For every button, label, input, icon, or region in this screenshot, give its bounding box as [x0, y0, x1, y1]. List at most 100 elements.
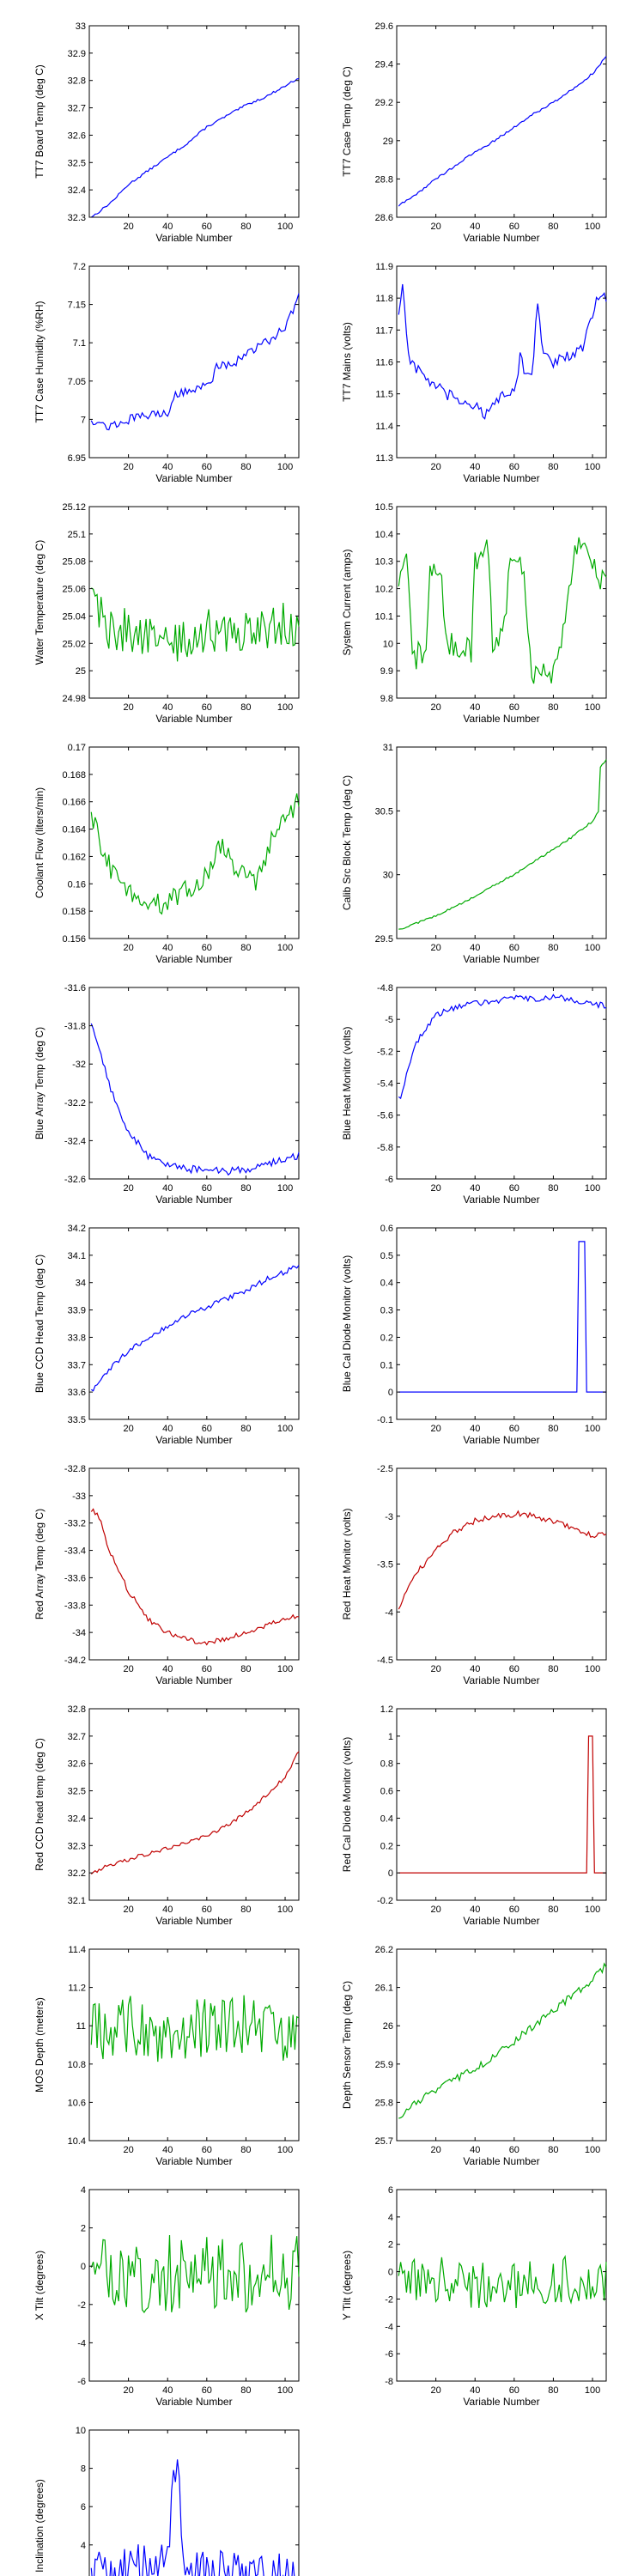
plot-frame	[396, 746, 607, 939]
y-tick-label: 0.3	[380, 1306, 393, 1316]
x-tick-label: 40	[162, 1183, 173, 1194]
y-tick-label: 0.4	[380, 1279, 393, 1289]
y-tick-label: -5.8	[377, 1143, 393, 1153]
series-line	[398, 537, 607, 684]
chart-blue-cal-diode-monitor: 20 40 60 80 100 -0.1 0 0.1 0.2 0.3 0.4 0.5 0.6 Variab…	[341, 1224, 607, 1446]
y-tick-label: -33.4	[64, 1546, 86, 1557]
chart-x-tilt: 20 40 60 80 100 -6 -4 -2 0 2 4 Variable Number X Til…	[33, 2185, 300, 2408]
x-tick-label: 60	[202, 462, 212, 472]
y-axis-label: Red Heat Monitor (volts)	[341, 1508, 353, 1619]
plot-frame	[396, 1467, 607, 1661]
x-tick-label: 40	[470, 2385, 480, 2396]
y-tick-label: 32.9	[68, 49, 86, 59]
x-tick-label: 40	[162, 1424, 173, 1434]
y-axis-label: Blue CCD Head Temp (deg C)	[33, 1255, 46, 1393]
x-tick-label: 60	[202, 2385, 212, 2396]
x-axis-label: Variable Number	[155, 713, 232, 725]
y-axis-label: System Current (amps)	[341, 549, 353, 655]
y-tick-label: -3.5	[377, 1560, 393, 1571]
plot-frame	[88, 1948, 300, 2142]
x-tick-label: 60	[202, 1664, 212, 1674]
y-tick-label: 32.1	[68, 1896, 86, 1906]
x-axis-label: Variable Number	[463, 1915, 539, 1927]
y-tick-label: 32.5	[68, 1787, 86, 1797]
plot-frame	[88, 1227, 300, 1420]
y-tick-label: -34	[72, 1628, 86, 1638]
y-tick-label: 26.1	[375, 1984, 393, 1994]
y-tick-label: 0.168	[62, 770, 86, 781]
y-tick-label: -0.1	[377, 1415, 393, 1425]
y-tick-label: 25.1	[68, 530, 86, 540]
y-tick-label: 6.95	[68, 453, 86, 464]
y-tick-label: 11.5	[375, 390, 393, 400]
x-tick-label: 40	[470, 1183, 480, 1194]
series-line	[90, 1023, 300, 1176]
y-tick-label: 0.6	[380, 1787, 393, 1797]
chart-calib-src-block-temp: 20 40 60 80 100 29.5 30 30.5 31 Variable Number Ca…	[341, 743, 607, 965]
x-tick-label: 60	[202, 1183, 212, 1194]
x-tick-label: 60	[202, 702, 212, 713]
y-tick-label: 26.2	[375, 1945, 393, 1955]
x-axis-label: Variable Number	[155, 2155, 232, 2167]
x-tick-label: 20	[430, 1905, 440, 1915]
y-axis-label: Water Temperature (deg C)	[33, 540, 46, 665]
chart-system-current: 20 40 60 80 100 9.8 9.9 10 10.1 10.2 10.3 10.4 10.5 V…	[341, 502, 607, 725]
y-tick-label: 0.6	[380, 1224, 393, 1234]
y-axis-label: Blue Cal Diode Monitor (volts)	[341, 1255, 353, 1392]
x-axis-label: Variable Number	[155, 1915, 232, 1927]
x-axis-label: Variable Number	[463, 1674, 539, 1686]
x-tick-label: 80	[548, 943, 558, 953]
x-tick-label: 80	[240, 2385, 251, 2396]
plot-frame	[396, 1948, 607, 2142]
x-tick-label: 40	[162, 1664, 173, 1674]
y-tick-label: 11.9	[375, 262, 393, 272]
y-tick-label: 6	[81, 2502, 86, 2512]
y-tick-label: 0.2	[380, 1841, 393, 1851]
y-tick-label: 32.4	[68, 185, 86, 196]
series-line	[398, 1510, 607, 1610]
x-tick-label: 40	[470, 222, 480, 232]
y-tick-label: -34.2	[64, 1656, 86, 1666]
x-tick-label: 100	[585, 2385, 600, 2396]
y-tick-label: 25.7	[375, 2136, 393, 2147]
y-tick-label: 26	[383, 2021, 393, 2032]
x-tick-label: 100	[585, 222, 600, 232]
x-tick-label: 20	[430, 1424, 440, 1434]
x-tick-label: 20	[430, 943, 440, 953]
x-tick-label: 60	[202, 1905, 212, 1915]
y-tick-label: 25.9	[375, 2060, 393, 2070]
plot-frame	[396, 25, 607, 218]
plot-frame	[396, 506, 607, 699]
y-tick-label: -33.2	[64, 1519, 86, 1529]
y-tick-label: -8	[385, 2377, 393, 2387]
x-tick-label: 40	[162, 462, 173, 472]
x-tick-label: 20	[123, 943, 133, 953]
y-tick-label: -0.2	[377, 1896, 393, 1906]
x-tick-label: 40	[470, 1664, 480, 1674]
x-tick-label: 80	[548, 1905, 558, 1915]
y-tick-label: 0.158	[62, 907, 86, 917]
y-tick-label: 10.2	[375, 585, 393, 595]
y-tick-label: -2	[77, 2300, 86, 2311]
y-tick-label: 2	[81, 2224, 86, 2234]
y-axis-label: Red Cal Diode Monitor (volts)	[341, 1737, 353, 1872]
y-tick-label: -4	[385, 1607, 393, 1618]
x-axis-label: Variable Number	[463, 2155, 539, 2167]
x-tick-label: 80	[240, 1183, 251, 1194]
y-tick-label: -32.4	[64, 1136, 86, 1146]
chart-red-array-temp: 20 40 60 80 100 -34.2 -34 -33.8 -33.6 -33.4 -33.2 -…	[33, 1464, 300, 1686]
x-tick-label: 20	[123, 2385, 133, 2396]
x-tick-label: 100	[585, 462, 600, 472]
x-tick-label: 80	[548, 2385, 558, 2396]
x-tick-label: 100	[277, 2385, 293, 2396]
y-tick-label: 24.98	[62, 694, 86, 704]
y-tick-label: -2.5	[377, 1464, 393, 1474]
x-tick-label: 20	[123, 1664, 133, 1674]
plot-frame	[88, 2429, 300, 2576]
y-tick-label: 0.5	[380, 1251, 393, 1261]
x-tick-label: 100	[277, 1183, 293, 1194]
series-line	[90, 793, 300, 915]
x-tick-label: 20	[123, 222, 133, 232]
x-tick-label: 100	[585, 2145, 600, 2155]
